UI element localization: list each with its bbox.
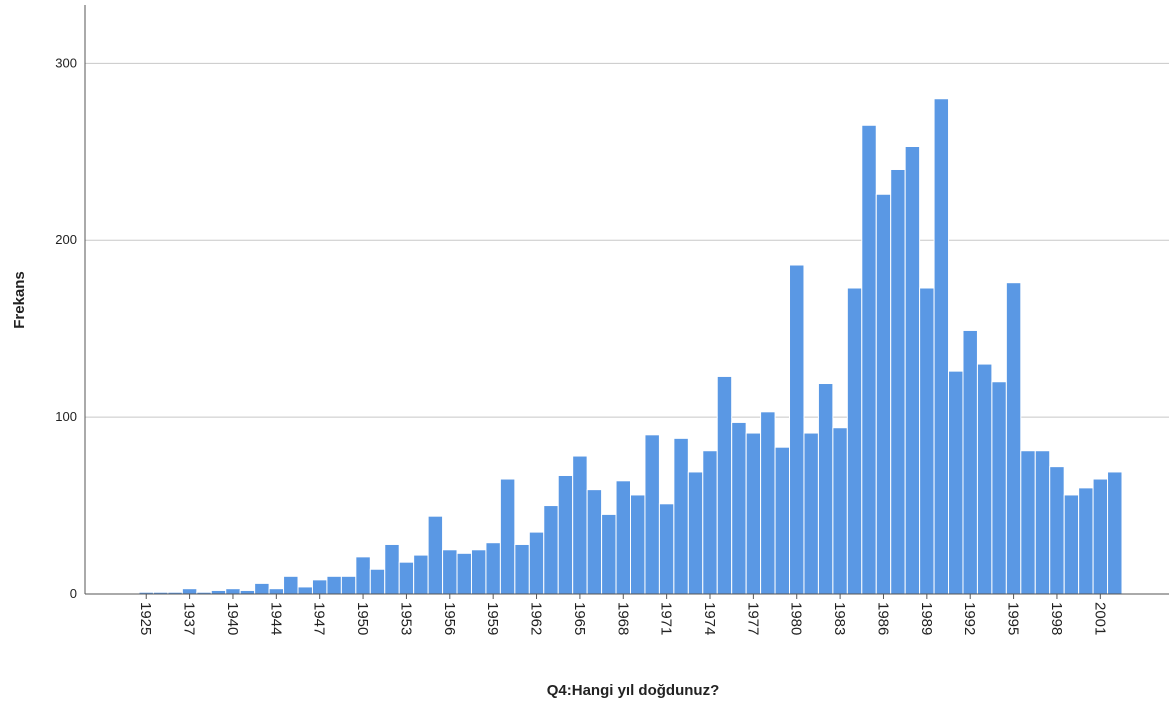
bar xyxy=(789,264,805,595)
bar xyxy=(514,543,530,595)
bar xyxy=(875,193,892,595)
bar xyxy=(181,588,198,595)
y-tick-label: 300 xyxy=(55,55,77,70)
x-tick-label: 1962 xyxy=(528,602,545,635)
bar xyxy=(890,168,906,595)
bar xyxy=(442,549,458,595)
bar xyxy=(1049,466,1065,595)
bar xyxy=(210,589,227,595)
x-tick-label: 1968 xyxy=(614,602,631,635)
x-tick-label: 1959 xyxy=(484,602,501,635)
bar xyxy=(268,588,285,595)
bar xyxy=(225,588,241,595)
bar xyxy=(991,381,1007,595)
bar xyxy=(1020,450,1036,595)
bar xyxy=(528,531,545,595)
bar xyxy=(1063,494,1080,595)
bar xyxy=(832,427,848,595)
y-tick-label: 200 xyxy=(55,232,77,247)
bar xyxy=(499,478,516,595)
bar xyxy=(326,575,342,595)
bar xyxy=(630,494,646,595)
x-tick-label: 1986 xyxy=(874,602,891,635)
bar xyxy=(413,554,429,595)
x-tick-label: 1937 xyxy=(181,602,198,635)
bar xyxy=(456,552,472,595)
x-tick-label: 1998 xyxy=(1048,602,1065,635)
x-tick-label: 2001 xyxy=(1091,602,1108,635)
bar xyxy=(644,434,660,595)
bar xyxy=(543,505,559,595)
bar xyxy=(384,543,400,595)
x-axis-label: Q4:Hangi yıl doğdunuz? xyxy=(547,682,720,699)
x-tick-label: 1995 xyxy=(1005,602,1022,635)
x-tick-label: 1989 xyxy=(918,602,935,635)
bar xyxy=(846,287,863,595)
bar xyxy=(687,471,704,595)
x-tick-label: 1956 xyxy=(441,602,458,635)
bar xyxy=(716,375,733,595)
bar xyxy=(1034,450,1051,595)
x-tick-label: 1953 xyxy=(397,602,414,635)
x-tick-label: 1950 xyxy=(354,602,371,635)
x-tick-label: 1940 xyxy=(224,602,241,635)
bar xyxy=(615,480,632,595)
bar xyxy=(311,579,328,595)
bar xyxy=(572,455,588,595)
bar xyxy=(239,589,256,595)
bar xyxy=(948,370,964,595)
bar xyxy=(340,575,357,595)
bar xyxy=(774,446,791,595)
x-tick-label: 1944 xyxy=(267,602,284,635)
bar xyxy=(1005,282,1022,595)
bar xyxy=(1078,487,1094,595)
bar xyxy=(962,329,978,595)
bar xyxy=(297,586,313,595)
bar xyxy=(933,98,950,595)
bar xyxy=(861,124,877,595)
bar xyxy=(254,582,270,595)
bar xyxy=(760,411,776,595)
y-tick-label: 0 xyxy=(70,586,77,601)
bar xyxy=(283,575,299,595)
bar xyxy=(904,146,921,595)
x-tick-label: 1980 xyxy=(788,602,805,635)
bar xyxy=(557,474,574,595)
bar xyxy=(355,556,371,595)
bar xyxy=(1107,471,1123,595)
x-tick-label: 1983 xyxy=(831,602,848,635)
y-axis-label: Frekans xyxy=(11,271,28,329)
bar xyxy=(586,489,603,595)
x-tick-label: 1992 xyxy=(961,602,978,635)
bar xyxy=(731,421,747,595)
bar xyxy=(369,568,386,595)
x-tick-label: 1971 xyxy=(658,602,675,635)
bar xyxy=(427,515,444,595)
bar xyxy=(803,432,819,595)
bar xyxy=(817,383,834,595)
bar xyxy=(658,503,675,595)
x-tick-label: 1925 xyxy=(137,602,154,635)
x-tick-label: 1965 xyxy=(571,602,588,635)
bar xyxy=(745,432,762,595)
bar xyxy=(470,549,487,595)
bar xyxy=(1092,478,1109,595)
x-tick-label: 1974 xyxy=(701,602,718,635)
y-tick-label: 100 xyxy=(55,409,77,424)
bar xyxy=(601,513,617,595)
bar xyxy=(398,561,415,595)
bar xyxy=(702,450,718,595)
bar xyxy=(919,287,935,595)
x-tick-label: 1977 xyxy=(744,602,761,635)
x-tick-label: 1947 xyxy=(311,602,328,635)
bar xyxy=(673,437,689,595)
bar xyxy=(485,542,501,595)
bar xyxy=(976,363,993,595)
